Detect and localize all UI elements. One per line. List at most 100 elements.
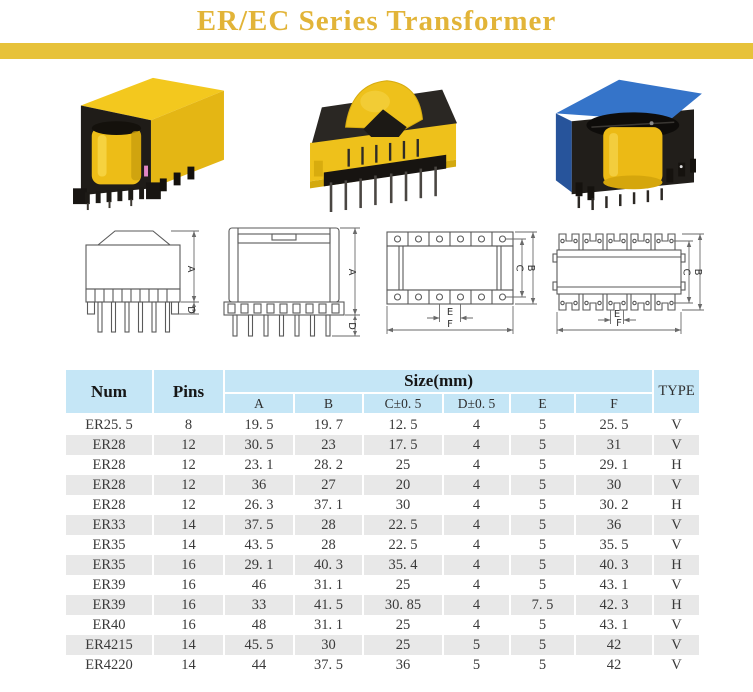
table-cell: 4 — [442, 475, 511, 495]
dim-label-f: F — [616, 318, 622, 329]
dimension-lines — [171, 230, 199, 315]
col-header-num: Num — [64, 368, 154, 415]
table-cell: 5 — [509, 655, 576, 675]
col-header-c: C±0. 5 — [362, 392, 444, 415]
table-cell: 12 — [152, 495, 225, 515]
drawing-top-view-castellated: C B E F — [552, 233, 704, 334]
table-cell: 35. 5 — [573, 535, 655, 555]
table-cell: ER28 — [64, 435, 154, 455]
table-cell: 25 — [362, 615, 444, 635]
dim-label-e: E — [614, 309, 620, 320]
table-cell: 46 — [223, 575, 295, 595]
table-cell: 23. 1 — [223, 455, 295, 475]
technical-drawings-row: A D A D — [0, 214, 753, 344]
table-cell: 5 — [509, 635, 576, 655]
table-cell: V — [652, 615, 702, 635]
product-photos-row — [0, 59, 753, 214]
table-cell: ER28 — [64, 495, 154, 515]
table-cell: 25. 5 — [573, 414, 655, 435]
table-cell: 19. 7 — [293, 414, 364, 435]
spec-table: Num Pins Size(mm) TYPE A B C±0. 5 D±0. 5… — [64, 368, 702, 675]
table-cell: 5 — [442, 635, 511, 655]
col-header-e: E — [509, 392, 576, 415]
spec-table-section: Num Pins Size(mm) TYPE A B C±0. 5 D±0. 5… — [64, 368, 753, 675]
table-cell: 22. 5 — [362, 535, 444, 555]
table-cell: 31. 1 — [293, 575, 364, 595]
table-cell: H — [652, 595, 702, 615]
table-cell: 4 — [442, 435, 511, 455]
transformer-illustration — [555, 79, 702, 211]
page-title: ER/EC Series Transformer — [196, 5, 557, 37]
dim-label-c: C — [514, 265, 525, 272]
table-cell: 16 — [152, 575, 225, 595]
table-cell: 44 — [223, 655, 295, 675]
dim-label-a: A — [185, 266, 196, 273]
table-cell: 36 — [573, 515, 655, 535]
table-cell: 36 — [362, 655, 444, 675]
table-cell: V — [652, 535, 702, 555]
table-cell: 17. 5 — [362, 435, 444, 455]
table-cell: 5 — [509, 495, 576, 515]
table-cell: 14 — [152, 655, 225, 675]
table-cell: 43. 1 — [573, 575, 655, 595]
table-cell: 30 — [293, 635, 364, 655]
table-cell: 4 — [442, 515, 511, 535]
table-cell: V — [652, 635, 702, 655]
table-cell: 30 — [362, 495, 444, 515]
spec-table-header: Num Pins Size(mm) TYPE A B C±0. 5 D±0. 5… — [64, 368, 702, 415]
table-cell: 4 — [442, 575, 511, 595]
table-cell: ER4215 — [64, 635, 154, 655]
table-cell: 5 — [509, 535, 576, 555]
table-cell: 4 — [442, 455, 511, 475]
table-cell: 5 — [509, 515, 576, 535]
table-row: ER33 14 37. 5 28 22. 5 4 5 36 V — [64, 515, 702, 535]
dim-label-b: B — [692, 269, 703, 276]
gold-divider-bar — [0, 43, 753, 59]
table-cell: 25 — [362, 455, 444, 475]
dim-label-a: A — [346, 269, 357, 276]
table-cell: 4 — [442, 615, 511, 635]
col-header-type: TYPE — [652, 368, 702, 415]
table-cell: H — [652, 555, 702, 575]
table-cell: 4 — [442, 595, 511, 615]
table-cell: 5 — [509, 414, 576, 435]
table-cell: 33 — [223, 595, 295, 615]
table-cell: 43. 1 — [573, 615, 655, 635]
table-cell: ER35 — [64, 555, 154, 575]
table-cell: 37. 1 — [293, 495, 364, 515]
table-cell: 40. 3 — [573, 555, 655, 575]
table-cell: 14 — [152, 535, 225, 555]
table-cell: ER28 — [64, 475, 154, 495]
table-cell: 25 — [362, 635, 444, 655]
table-cell: 16 — [152, 595, 225, 615]
col-header-d: D±0. 5 — [442, 392, 511, 415]
table-cell: ER25. 5 — [64, 414, 154, 435]
table-cell: ER33 — [64, 515, 154, 535]
outline — [552, 233, 686, 311]
table-cell: V — [652, 575, 702, 595]
table-cell: 22. 5 — [362, 515, 444, 535]
table-cell: 19. 5 — [223, 414, 295, 435]
col-header-pins: Pins — [152, 368, 225, 415]
table-cell: 16 — [152, 615, 225, 635]
table-cell: 14 — [152, 515, 225, 535]
spec-table-body: ER25. 5 8 19. 5 19. 7 12. 5 4 5 25. 5 V ER28 12 30.… — [64, 414, 702, 675]
table-cell: 42 — [573, 655, 655, 675]
outline — [386, 231, 514, 305]
table-cell: 5 — [442, 655, 511, 675]
table-cell: 12 — [152, 435, 225, 455]
dim-label-d: D — [185, 306, 196, 314]
table-cell: ER39 — [64, 575, 154, 595]
table-cell: 4 — [442, 414, 511, 435]
transformer-illustration — [309, 80, 457, 212]
table-cell: 5 — [509, 555, 576, 575]
table-row: ER28 12 36 27 20 4 5 30 V — [64, 475, 702, 495]
table-cell: 35. 4 — [362, 555, 444, 575]
table-cell: 42 — [573, 635, 655, 655]
table-cell: 12 — [152, 475, 225, 495]
